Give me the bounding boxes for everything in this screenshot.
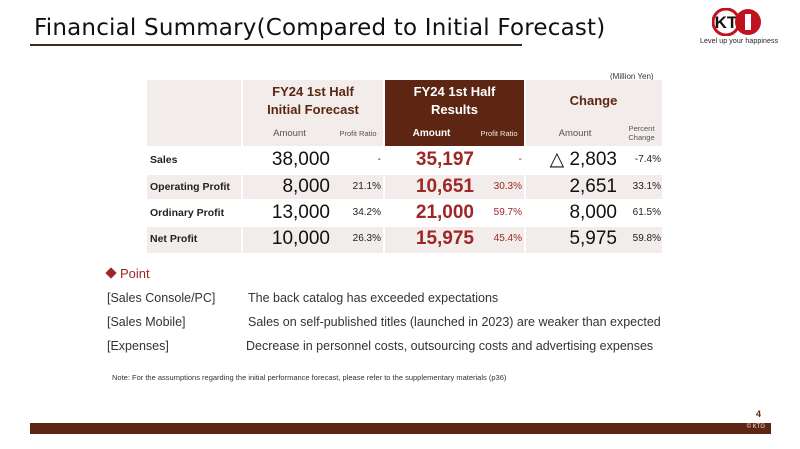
sales-results-amount: 35,197 bbox=[415, 149, 474, 170]
results-sub-amount: Amount bbox=[412, 128, 451, 139]
forecast-sub-ratio: Profit Ratio bbox=[339, 129, 377, 138]
point-text-console: The back catalog has exceeded expectatio… bbox=[248, 291, 499, 305]
op-results-amount: 10,651 bbox=[415, 176, 474, 197]
net-results-ratio: 45.4% bbox=[493, 233, 522, 244]
results-title-2: Results bbox=[431, 102, 478, 117]
col-divider bbox=[241, 80, 243, 253]
net-change-amount: 5,975 bbox=[569, 228, 617, 249]
sales-change-pct: -7.4% bbox=[634, 154, 661, 165]
header-change bbox=[525, 80, 662, 146]
footnote: Note: For the assumptions regarding the … bbox=[112, 373, 507, 382]
footer-bar: © KTG bbox=[30, 423, 771, 434]
op-change-amount: 2,651 bbox=[569, 176, 617, 197]
forecast-title-2: Initial Forecast bbox=[267, 102, 359, 117]
row-divider bbox=[147, 199, 662, 201]
results-bg-4 bbox=[384, 226, 525, 253]
row-bg-2b bbox=[525, 174, 662, 200]
page-title: Financial Summary(Compared to Initial Fo… bbox=[34, 15, 606, 41]
row-label-net-profit: Net Profit bbox=[150, 233, 198, 245]
logo-text: KT bbox=[715, 13, 738, 32]
header-corner bbox=[147, 80, 242, 146]
ord-forecast-ratio: 34.2% bbox=[352, 207, 381, 218]
row-label-operating-profit: Operating Profit bbox=[150, 181, 230, 193]
row-divider bbox=[147, 146, 662, 148]
row-divider bbox=[147, 225, 662, 227]
results-title-1: FY24 1st Half bbox=[413, 84, 496, 99]
unit-label: (Million Yen) bbox=[610, 72, 654, 81]
header-forecast bbox=[242, 80, 384, 146]
sales-results-ratio: - bbox=[518, 154, 522, 165]
change-sub-amount: Amount bbox=[558, 128, 592, 139]
col-divider bbox=[383, 80, 385, 253]
change-sub-pct-line1: Percent bbox=[628, 124, 655, 133]
change-title: Change bbox=[569, 93, 618, 108]
net-change-pct: 59.8% bbox=[632, 233, 661, 244]
net-results-amount: 15,975 bbox=[415, 228, 474, 249]
sales-forecast-ratio: - bbox=[377, 154, 381, 165]
row-label-sales: Sales bbox=[150, 154, 178, 166]
ord-results-amount: 21,000 bbox=[415, 202, 474, 223]
company-logo-icon: KT bbox=[712, 8, 761, 36]
row-bg-2a bbox=[147, 174, 384, 200]
ord-change-pct: 61.5% bbox=[632, 207, 661, 218]
point-heading: Point bbox=[105, 266, 150, 281]
col-divider bbox=[524, 80, 526, 253]
point-title-text: Point bbox=[120, 266, 150, 281]
point-text-expenses: Decrease in personnel costs, outsourcing… bbox=[246, 339, 654, 353]
sales-change-amount: △ 2,803 bbox=[549, 149, 617, 170]
diamond-bullet-icon bbox=[105, 267, 117, 279]
ord-results-ratio: 59.7% bbox=[493, 207, 522, 218]
point-label-mobile: [Sales Mobile] bbox=[107, 315, 186, 329]
title-underline bbox=[30, 44, 522, 46]
op-change-pct: 33.1% bbox=[632, 181, 661, 192]
op-forecast-amount: 8,000 bbox=[282, 176, 330, 197]
row-bg-4b bbox=[525, 226, 662, 253]
copyright: © KTG bbox=[746, 424, 765, 430]
point-text-mobile: Sales on self-published titles (launched… bbox=[248, 315, 661, 329]
op-results-ratio: 30.3% bbox=[493, 181, 522, 192]
results-bg-2 bbox=[384, 174, 525, 200]
results-sub-ratio: Profit Ratio bbox=[480, 129, 518, 138]
row-label-ordinary-profit: Ordinary Profit bbox=[150, 207, 225, 219]
point-label-console: [Sales Console/PC] bbox=[107, 291, 216, 305]
change-sub-pct-line2: Change bbox=[628, 133, 655, 142]
page-number: 4 bbox=[756, 409, 762, 419]
net-forecast-ratio: 26.3% bbox=[352, 233, 381, 244]
tagline: Level up your happiness bbox=[700, 38, 779, 45]
row-divider bbox=[147, 173, 662, 175]
change-sub-pct: Percent Change bbox=[619, 124, 664, 142]
forecast-sub-amount: Amount bbox=[273, 128, 306, 139]
point-label-expenses: [Expenses] bbox=[107, 339, 169, 353]
sales-forecast-amount: 38,000 bbox=[271, 149, 330, 170]
op-forecast-ratio: 21.1% bbox=[352, 181, 381, 192]
header-results bbox=[384, 80, 525, 146]
ord-change-amount: 8,000 bbox=[569, 202, 617, 223]
row-bg-4a bbox=[147, 226, 384, 253]
ord-forecast-amount: 13,000 bbox=[271, 202, 330, 223]
forecast-title-1: FY24 1st Half bbox=[272, 84, 354, 99]
net-forecast-amount: 10,000 bbox=[271, 228, 330, 249]
